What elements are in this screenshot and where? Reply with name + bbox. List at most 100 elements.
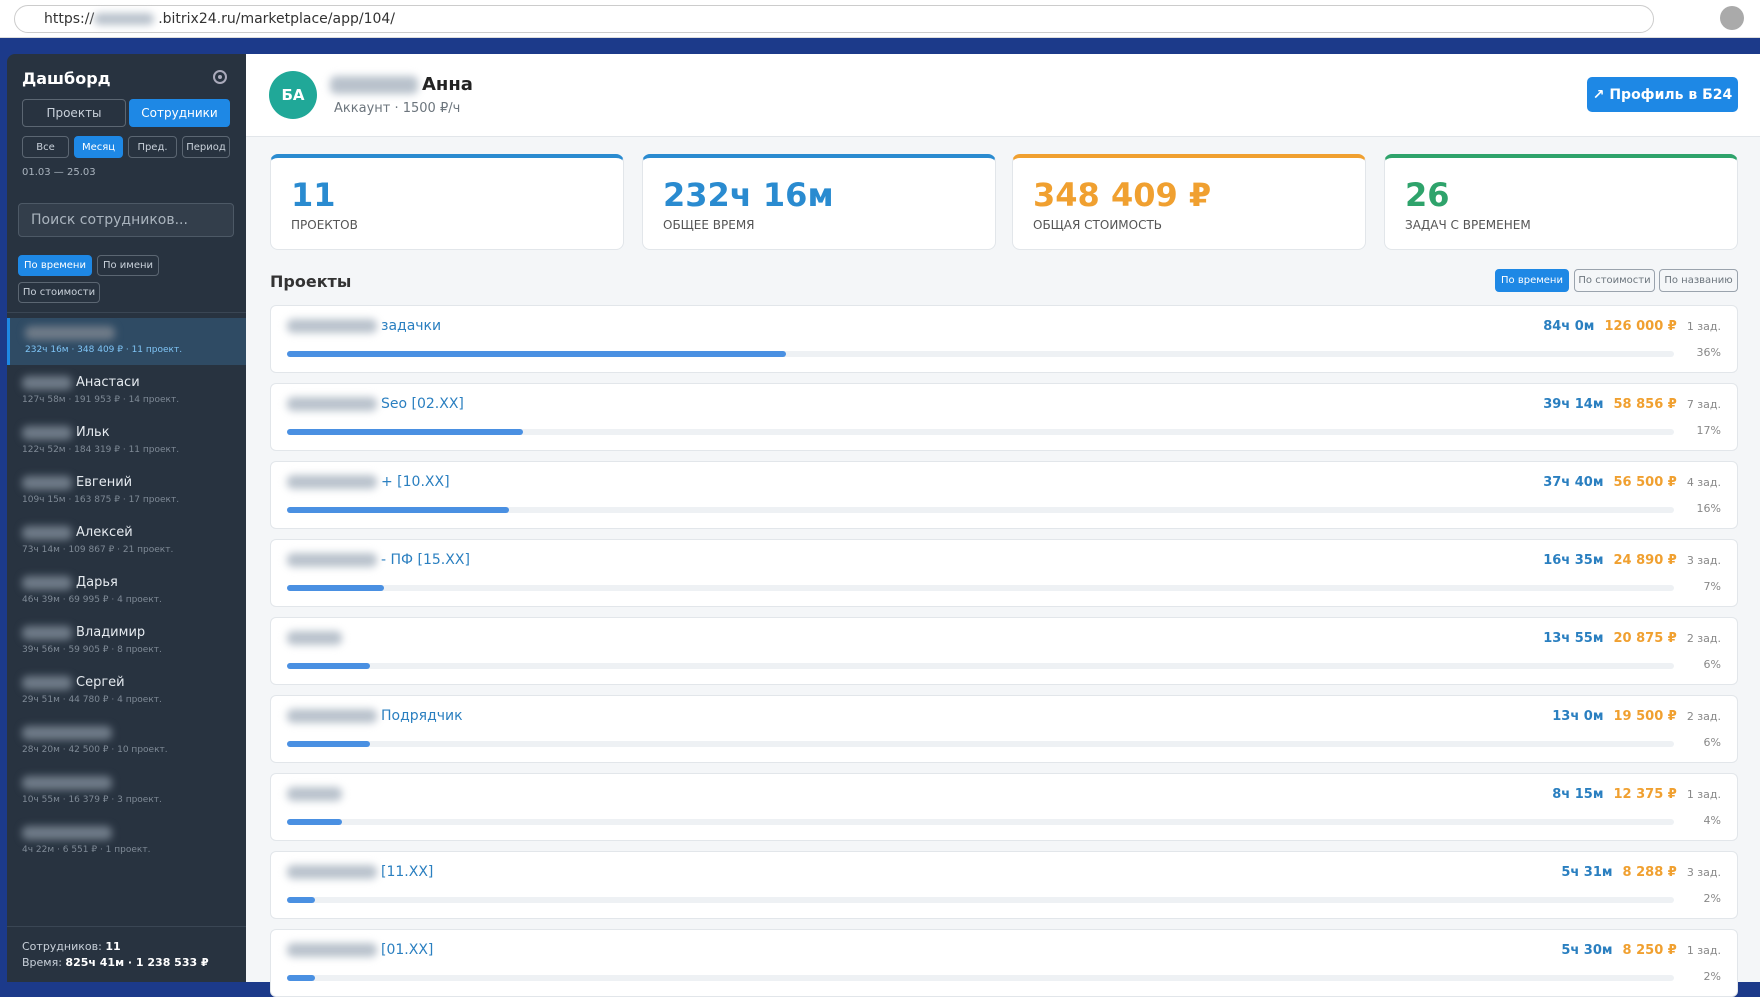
project-tasks: 2 зад. — [1686, 632, 1721, 645]
blur — [22, 525, 72, 540]
employee-stats: 10ч 55м · 16 379 ₽ · 3 проект. — [22, 795, 162, 805]
project-meta: 5ч 31м 8 288 ₽ 3 зад. — [1561, 865, 1721, 880]
blur — [22, 725, 112, 740]
employee-item[interactable]: 232ч 16м · 348 409 ₽ · 11 проект. — [7, 318, 246, 365]
project-row[interactable]: 13ч 55м 20 875 ₽ 2 зад. 6% — [270, 617, 1738, 685]
tab[interactable]: Сотрудники — [129, 99, 230, 127]
sort-button[interactable]: По названию — [1659, 269, 1738, 292]
project-row[interactable]: задачки 84ч 0м 126 000 ₽ 1 зад. 36% — [270, 305, 1738, 373]
project-cost: 24 890 ₽ — [1613, 553, 1677, 568]
avatar: БА — [269, 71, 317, 119]
header: БА Анна Аккаунт · 1500 ₽/ч ↗ Профиль в Б… — [246, 54, 1760, 137]
label: Время: — [22, 956, 62, 969]
employee-item[interactable]: Сергей 29ч 51м · 44 780 ₽ · 4 проект. — [7, 668, 246, 715]
blur — [330, 76, 418, 94]
project-time: 8ч 15м — [1552, 787, 1604, 802]
progress-bar — [287, 897, 315, 903]
progress-bar — [287, 663, 371, 669]
project-cost: 8 288 ₽ — [1622, 865, 1677, 880]
employee-item[interactable]: Анастаси 127ч 58м · 191 953 ₽ · 14 проект… — [7, 368, 246, 415]
project-row[interactable]: 8ч 15м 12 375 ₽ 1 зад. 4% — [270, 773, 1738, 841]
progress-track — [287, 585, 1674, 591]
name-text: - ПФ [15.XX] — [381, 552, 470, 568]
project-meta: 37ч 40м 56 500 ₽ 4 зад. — [1543, 475, 1721, 490]
settings-icon[interactable] — [211, 68, 229, 86]
employee-name: Сергей — [22, 675, 125, 690]
sort-button[interactable]: По стоимости — [18, 282, 100, 303]
sort-button[interactable]: По стоимости — [1574, 269, 1655, 292]
blur — [287, 709, 377, 723]
project-row[interactable]: Seo [02.XX] 39ч 14м 58 856 ₽ 7 зад. 17% — [270, 383, 1738, 451]
employee-stats: 46ч 39м · 69 995 ₽ · 4 проект. — [22, 595, 162, 605]
employee-name: Владимир — [22, 625, 145, 640]
project-time: 13ч 55м — [1543, 631, 1604, 646]
project-meta: 16ч 35м 24 890 ₽ 3 зад. — [1543, 553, 1721, 568]
employee-item[interactable]: 10ч 55м · 16 379 ₽ · 3 проект. — [7, 768, 246, 815]
progress-track — [287, 819, 1674, 825]
project-share: 6% — [1703, 658, 1721, 671]
address-bar[interactable] — [14, 5, 1654, 33]
sort-button[interactable]: По времени — [1495, 269, 1569, 292]
period-button[interactable]: Пред. — [128, 136, 177, 158]
project-cost: 56 500 ₽ — [1613, 475, 1677, 490]
tab[interactable]: Проекты — [22, 99, 126, 127]
progress-bar — [287, 507, 509, 513]
project-share: 36% — [1696, 346, 1721, 359]
blur — [287, 475, 377, 489]
project-time: 84ч 0м — [1543, 319, 1595, 334]
employee-item[interactable]: Евгений 109ч 15м · 163 875 ₽ · 17 проект. — [7, 468, 246, 515]
blur — [22, 475, 72, 490]
blur — [22, 375, 72, 390]
employee-item[interactable]: Дарья 46ч 39м · 69 995 ₽ · 4 проект. — [7, 568, 246, 615]
name-text: Ильк — [76, 425, 110, 440]
search-input[interactable]: Поиск сотрудников... — [18, 203, 234, 237]
blur — [22, 425, 72, 440]
project-row[interactable]: [11.XX] 5ч 31м 8 288 ₽ 3 зад. 2% — [270, 851, 1738, 919]
url-scheme: https:// — [44, 11, 95, 27]
profile-button[interactable]: ↗ Профиль в Б24 — [1587, 77, 1738, 112]
project-name: [11.XX] — [287, 864, 433, 880]
employee-item[interactable]: 28ч 20м · 42 500 ₽ · 10 проект. — [7, 718, 246, 765]
project-name — [287, 630, 346, 646]
stat-label: ПРОЕКТОВ — [291, 218, 358, 232]
project-time: 5ч 30м — [1561, 943, 1613, 958]
project-row[interactable]: Подрядчик 13ч 0м 19 500 ₽ 2 зад. 6% — [270, 695, 1738, 763]
stat-label: ОБЩЕЕ ВРЕМЯ — [663, 218, 755, 232]
footer-count: Сотрудников: 11 — [22, 940, 121, 953]
stat-card: 26 ЗАДАЧ С ВРЕМЕНЕМ — [1384, 154, 1738, 250]
period-button[interactable]: Период — [182, 136, 230, 158]
blur — [22, 675, 72, 690]
blur — [22, 825, 112, 840]
project-tasks: 7 зад. — [1686, 398, 1721, 411]
period-button[interactable]: Месяц — [74, 136, 123, 158]
project-tasks: 3 зад. — [1686, 554, 1721, 567]
project-row[interactable]: [01.XX] 5ч 30м 8 250 ₽ 1 зад. 2% — [270, 929, 1738, 997]
employee-item[interactable]: 4ч 22м · 6 551 ₽ · 1 проект. — [7, 818, 246, 865]
employee-item[interactable]: Ильк 122ч 52м · 184 319 ₽ · 11 проект. — [7, 418, 246, 465]
period-button[interactable]: Все — [22, 136, 69, 158]
date-range: 01.03 — 25.03 — [22, 167, 96, 178]
progress-track — [287, 429, 1674, 435]
sort-button[interactable]: По времени — [18, 255, 92, 276]
name-text: Анна — [422, 74, 473, 95]
project-name: [01.XX] — [287, 942, 433, 958]
employee-item[interactable]: Владимир 39ч 56м · 59 905 ₽ · 8 проект. — [7, 618, 246, 665]
sort-button[interactable]: По имени — [97, 255, 159, 276]
project-share: 6% — [1703, 736, 1721, 749]
blur — [22, 775, 112, 790]
project-time: 13ч 0м — [1552, 709, 1604, 724]
project-tasks: 1 зад. — [1686, 320, 1721, 333]
project-tasks: 2 зад. — [1686, 710, 1721, 723]
name-text: Анастаси — [76, 375, 140, 390]
employee-name — [22, 725, 116, 740]
avatar[interactable] — [1720, 6, 1744, 30]
project-meta: 84ч 0м 126 000 ₽ 1 зад. — [1543, 319, 1721, 334]
project-tasks: 1 зад. — [1686, 944, 1721, 957]
project-row[interactable]: + [10.XX] 37ч 40м 56 500 ₽ 4 зад. 16% — [270, 461, 1738, 529]
stat-card: 232ч 16м ОБЩЕЕ ВРЕМЯ — [642, 154, 996, 250]
blur — [94, 13, 155, 25]
employee-item[interactable]: Алексей 73ч 14м · 109 867 ₽ · 21 проект. — [7, 518, 246, 565]
project-row[interactable]: - ПФ [15.XX] 16ч 35м 24 890 ₽ 3 зад. 7% — [270, 539, 1738, 607]
name-text: [01.XX] — [381, 942, 434, 958]
project-share: 2% — [1703, 892, 1721, 905]
